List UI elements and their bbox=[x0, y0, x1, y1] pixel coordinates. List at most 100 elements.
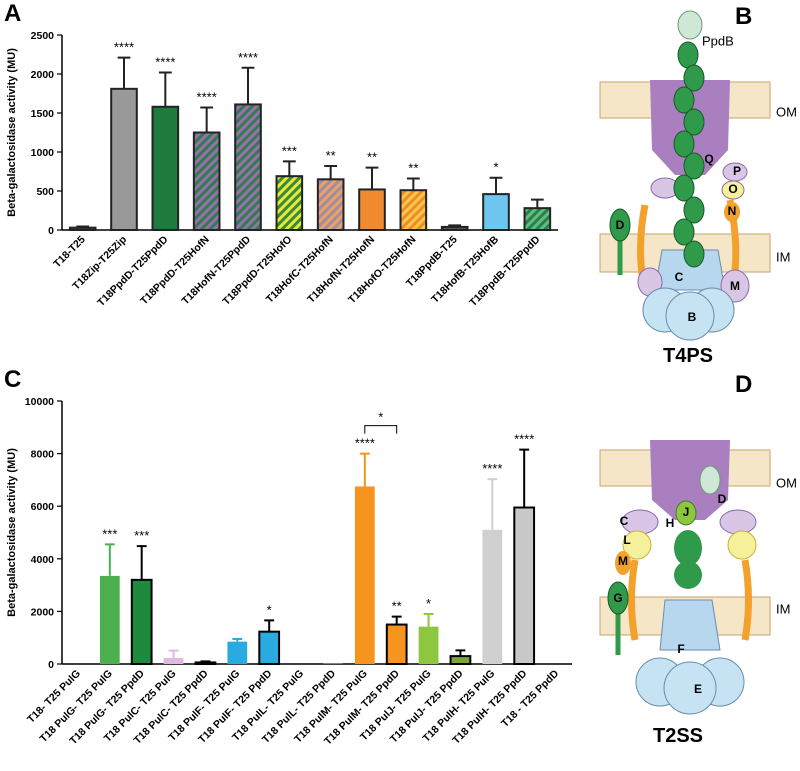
x-tick-label: T18HofN-T25PpdD bbox=[179, 233, 253, 307]
significance-label: **** bbox=[355, 436, 375, 451]
bar bbox=[418, 626, 439, 664]
bar bbox=[258, 630, 281, 665]
y-tick-label: 10000 bbox=[25, 396, 54, 408]
error-bar bbox=[406, 177, 420, 191]
error-bar bbox=[241, 66, 255, 105]
y-tick-label: 2500 bbox=[31, 30, 55, 42]
y-tick-label: 8000 bbox=[31, 449, 55, 461]
panel-label: B bbox=[735, 3, 752, 30]
error-bar bbox=[158, 71, 172, 107]
bar bbox=[385, 623, 408, 665]
diagram-label: E bbox=[694, 682, 702, 696]
diagram-label: F bbox=[677, 642, 684, 656]
bar bbox=[227, 641, 248, 664]
bar bbox=[482, 529, 503, 664]
significance-label: **** bbox=[238, 50, 258, 65]
bar bbox=[99, 575, 120, 664]
x-tick-label: T18-T25 bbox=[51, 234, 88, 271]
y-tick-label: 6000 bbox=[31, 501, 55, 513]
y-tick-label: 1000 bbox=[31, 147, 55, 159]
error-bar bbox=[76, 225, 90, 228]
bar bbox=[399, 189, 428, 231]
error-bar bbox=[168, 649, 179, 658]
diagram-t2ss: OM IM C H J D L M G F E D T2SS bbox=[599, 371, 797, 747]
error-bar bbox=[359, 452, 370, 487]
diagram-label: H bbox=[666, 516, 675, 530]
diagram-label: O bbox=[728, 182, 737, 196]
bar bbox=[449, 655, 472, 665]
bar bbox=[354, 486, 375, 664]
diagram-label: OM bbox=[776, 104, 797, 119]
bar bbox=[482, 193, 510, 231]
bar bbox=[323, 663, 343, 664]
diagram-title: T2SS bbox=[653, 725, 703, 747]
bar bbox=[316, 178, 345, 232]
significance-label: *** bbox=[102, 526, 117, 541]
bar bbox=[110, 87, 138, 231]
significance-label: **** bbox=[514, 432, 534, 447]
bar bbox=[194, 661, 217, 665]
error-bar bbox=[489, 176, 503, 195]
diagram-label: M bbox=[730, 279, 740, 293]
x-tick-label: T18PpdD-T25HofO bbox=[220, 234, 294, 308]
diagram-label: G bbox=[613, 591, 622, 605]
bar bbox=[275, 175, 304, 231]
error-bar bbox=[324, 165, 338, 180]
y-axis-label: Beta-galactosidase activity (MU) bbox=[6, 448, 18, 617]
y-tick-label: 0 bbox=[48, 659, 54, 671]
x-tick-label: T18PpdB-T25PpdD bbox=[467, 233, 543, 309]
error-bar bbox=[104, 543, 115, 576]
significance-label: **** bbox=[155, 54, 175, 69]
error-bar bbox=[365, 166, 379, 190]
significance-label: * bbox=[267, 602, 272, 617]
comparison-label: * bbox=[378, 410, 383, 425]
x-tick-label: T18- T25 PulG bbox=[25, 668, 83, 726]
bar bbox=[234, 103, 262, 231]
y-tick-label: 500 bbox=[36, 186, 54, 198]
bar bbox=[163, 657, 184, 664]
y-tick-label: 2000 bbox=[31, 69, 55, 81]
significance-label: ** bbox=[392, 599, 402, 614]
bar bbox=[358, 188, 386, 232]
diagram-label: N bbox=[728, 204, 737, 218]
significance-label: **** bbox=[197, 90, 217, 105]
error-bar bbox=[391, 615, 402, 625]
diagram-label: IM bbox=[776, 601, 790, 616]
diagram-label: C bbox=[675, 270, 684, 284]
bar bbox=[513, 506, 536, 666]
significance-label: *** bbox=[134, 528, 149, 543]
panel-label: C bbox=[4, 366, 21, 393]
significance-label: ** bbox=[367, 150, 377, 165]
x-tick-label: T18PpdD-T25HofN bbox=[138, 234, 212, 308]
significance-label: **** bbox=[482, 461, 502, 476]
bar bbox=[523, 207, 552, 232]
x-tick-label: T18PpdD-T25PpdD bbox=[95, 233, 171, 309]
diagram-label: P bbox=[733, 164, 741, 178]
error-bar bbox=[282, 160, 296, 177]
diagram-t4ps: PpdB OM IM Q P O N D C M B B T4PS bbox=[599, 3, 797, 367]
bar bbox=[192, 131, 221, 231]
significance-label: ** bbox=[326, 148, 336, 163]
diagram-label: B bbox=[688, 310, 697, 324]
panel-label: A bbox=[4, 0, 21, 27]
error-bar bbox=[530, 198, 544, 209]
error-bar bbox=[519, 448, 530, 508]
significance-label: **** bbox=[114, 40, 134, 55]
error-bar bbox=[200, 660, 211, 663]
error-bar bbox=[448, 224, 462, 227]
bar bbox=[68, 226, 97, 232]
diagram-label: PpdB bbox=[702, 33, 734, 48]
significance-label: * bbox=[493, 160, 498, 175]
diagram-label: D bbox=[616, 218, 625, 232]
bar bbox=[130, 578, 153, 666]
significance-label: *** bbox=[282, 143, 297, 158]
diagram-title: T4PS bbox=[663, 345, 713, 367]
error-bar bbox=[200, 106, 214, 133]
diagram-label: M bbox=[618, 554, 628, 568]
error-bar bbox=[455, 649, 466, 657]
diagram-label: C bbox=[620, 514, 629, 528]
y-tick-label: 1500 bbox=[31, 108, 55, 120]
diagram-label: J bbox=[683, 505, 690, 519]
y-tick-label: 0 bbox=[48, 225, 54, 237]
